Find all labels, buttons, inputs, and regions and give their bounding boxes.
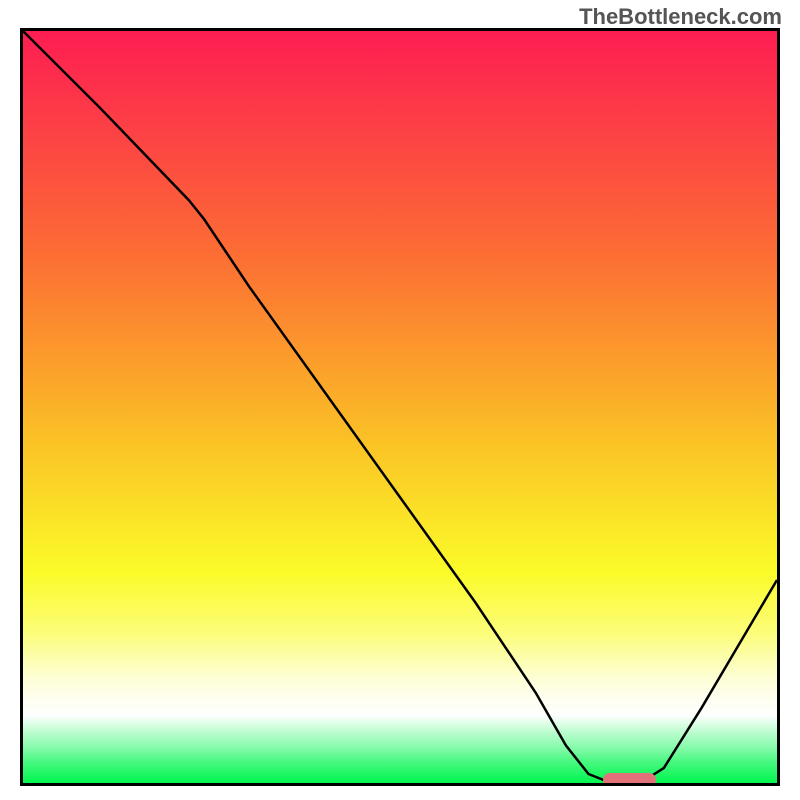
- gradient-rect: [23, 31, 777, 783]
- chart-frame: [20, 28, 780, 786]
- minimum-marker: [603, 773, 656, 786]
- watermark-text: TheBottleneck.com: [579, 4, 782, 30]
- chart-gradient-background: [23, 31, 777, 783]
